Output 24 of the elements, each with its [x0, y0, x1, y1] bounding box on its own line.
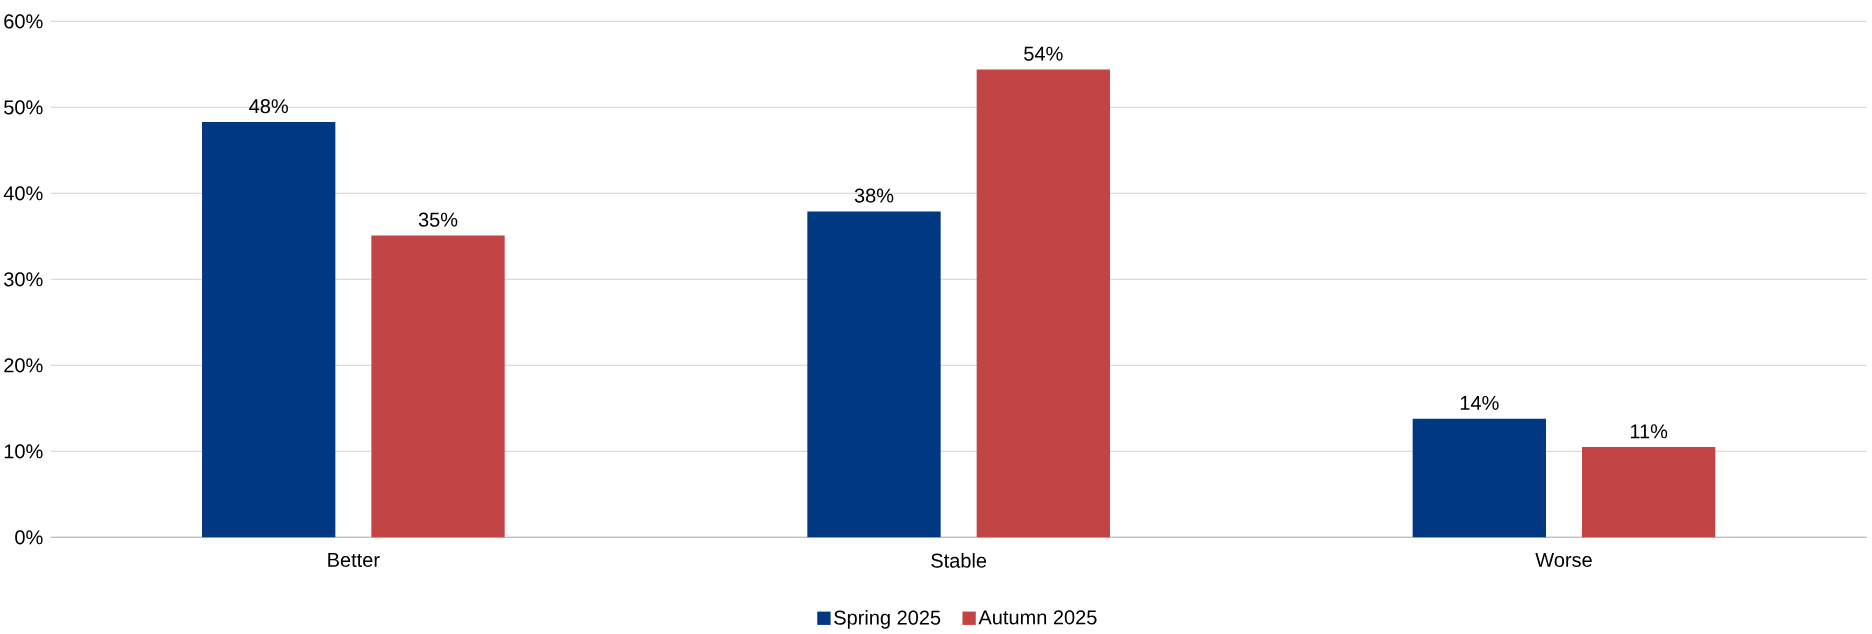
data-label: 14% [1460, 395, 1499, 410]
bar [1582, 447, 1716, 538]
data-label: 48% [249, 99, 288, 114]
y-tick-label: 10% [4, 444, 43, 459]
data-label: 11% [1630, 424, 1668, 439]
data-label: 35% [418, 212, 458, 227]
y-tick-label: 60% [4, 14, 43, 29]
bar [1412, 418, 1546, 538]
legend-label: Spring 2025 [834, 610, 941, 629]
y-tick-label: 40% [3, 186, 43, 201]
bar [976, 69, 1110, 538]
bar [371, 235, 505, 538]
bar [202, 121, 336, 538]
x-tick-label: Worse [1535, 553, 1592, 567]
y-tick-label: 20% [4, 358, 43, 373]
x-tick-label: Stable [931, 553, 987, 568]
data-label: 38% [854, 188, 894, 203]
y-tick-label: 0% [15, 530, 43, 545]
data-label: 54% [1024, 46, 1063, 61]
y-tick-label: 50% [4, 100, 43, 115]
legend-label: Autumn 2025 [978, 610, 1097, 625]
bar [807, 211, 941, 538]
y-tick-label: 30% [4, 272, 43, 287]
x-tick-label: Better [328, 553, 380, 567]
